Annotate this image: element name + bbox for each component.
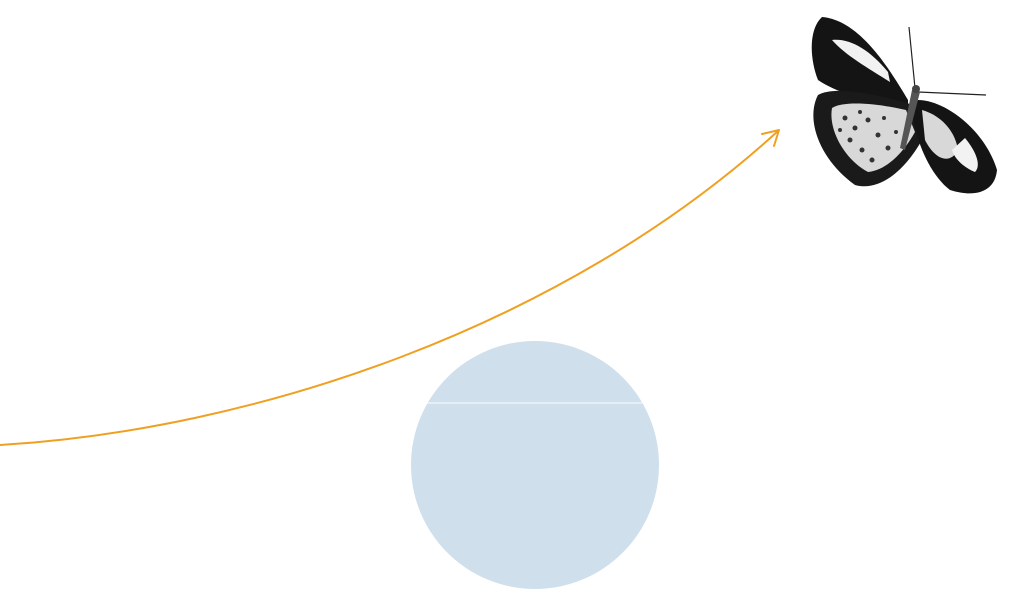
wing-spots <box>838 110 898 163</box>
antenna <box>917 91 987 96</box>
antenna <box>908 26 916 89</box>
wing-pattern <box>831 103 915 172</box>
circle-shape <box>411 341 659 589</box>
wing-band <box>952 138 978 172</box>
arrow-head <box>761 129 780 147</box>
wing-pattern <box>922 110 958 159</box>
butterfly-head <box>912 85 920 93</box>
butterfly-body <box>900 90 920 150</box>
curved-arrow <box>0 130 779 446</box>
butterfly-image <box>811 17 997 194</box>
wing-band <box>832 39 890 82</box>
